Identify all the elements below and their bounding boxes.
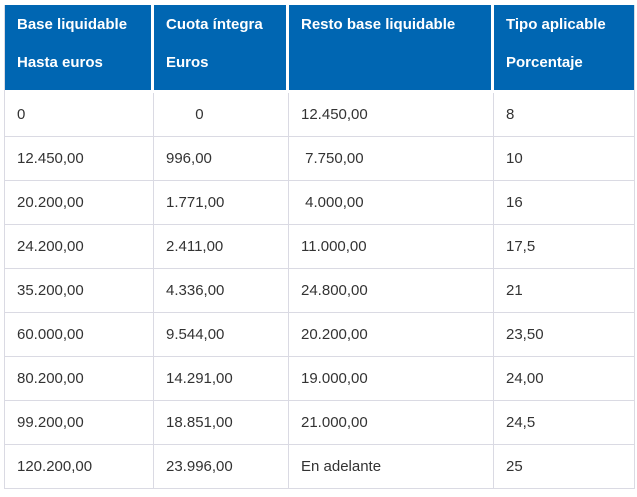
header-line: Hasta euros (17, 54, 103, 71)
cell-base: 60.000,00 (5, 313, 154, 357)
table-row: 120.200,00 23.996,00 En adelante 25 (5, 445, 634, 488)
cell-base: 120.200,00 (5, 445, 154, 488)
header-line: Porcentaje (506, 54, 583, 71)
cell-base: 12.450,00 (5, 137, 154, 181)
cell-cuota: 1.771,00 (154, 181, 289, 225)
cell-tipo: 8 (494, 93, 634, 137)
header-line: Euros (166, 54, 209, 71)
header-cuota-integra: Cuota íntegra Euros (154, 5, 289, 93)
cell-cuota: 18.851,00 (154, 401, 289, 445)
cell-base: 24.200,00 (5, 225, 154, 269)
cell-cuota: 996,00 (154, 137, 289, 181)
header-line: Base liquidable (17, 16, 128, 33)
table-row: 35.200,00 4.336,00 24.800,00 21 (5, 269, 634, 313)
table-row: 20.200,00 1.771,00 4.000,00 16 (5, 181, 634, 225)
cell-cuota: 14.291,00 (154, 357, 289, 401)
table-row: 60.000,00 9.544,00 20.200,00 23,50 (5, 313, 634, 357)
table-row: 99.200,00 18.851,00 21.000,00 24,5 (5, 401, 634, 445)
cell-resto: 4.000,00 (289, 181, 494, 225)
cell-tipo: 24,5 (494, 401, 634, 445)
table-body: 0 0 12.450,00 8 12.450,00 996,00 7.750,0… (5, 93, 634, 488)
cell-tipo: 23,50 (494, 313, 634, 357)
header-line: Resto base liquidable (301, 16, 456, 33)
cell-base: 99.200,00 (5, 401, 154, 445)
cell-tipo: 17,5 (494, 225, 634, 269)
cell-tipo: 25 (494, 445, 634, 488)
table-row: 80.200,00 14.291,00 19.000,00 24,00 (5, 357, 634, 401)
cell-tipo: 16 (494, 181, 634, 225)
cell-resto: 20.200,00 (289, 313, 494, 357)
cell-base: 80.200,00 (5, 357, 154, 401)
table-row: 24.200,00 2.411,00 11.000,00 17,5 (5, 225, 634, 269)
table-row: 12.450,00 996,00 7.750,00 10 (5, 137, 634, 181)
header-tipo-aplicable: Tipo aplicable Porcentaje (494, 5, 634, 93)
cell-tipo: 10 (494, 137, 634, 181)
cell-resto: 11.000,00 (289, 225, 494, 269)
cell-base: 0 (5, 93, 154, 137)
header-line: Tipo aplicable (506, 16, 606, 33)
cell-resto: 19.000,00 (289, 357, 494, 401)
cell-resto: En adelante (289, 445, 494, 488)
cell-cuota: 4.336,00 (154, 269, 289, 313)
header-line: Cuota íntegra (166, 16, 263, 33)
cell-tipo: 21 (494, 269, 634, 313)
cell-cuota: 23.996,00 (154, 445, 289, 488)
cell-cuota: 2.411,00 (154, 225, 289, 269)
cell-base: 20.200,00 (5, 181, 154, 225)
table-row: 0 0 12.450,00 8 (5, 93, 634, 137)
tax-bracket-table: Base liquidable Hasta euros Cuota íntegr… (4, 5, 635, 489)
cell-tipo: 24,00 (494, 357, 634, 401)
header-resto-base-liquidable: Resto base liquidable (289, 5, 494, 93)
table-header: Base liquidable Hasta euros Cuota íntegr… (5, 5, 634, 93)
cell-base: 35.200,00 (5, 269, 154, 313)
cell-resto: 7.750,00 (289, 137, 494, 181)
cell-resto: 24.800,00 (289, 269, 494, 313)
cell-cuota: 0 (154, 93, 289, 137)
header-base-liquidable: Base liquidable Hasta euros (5, 5, 154, 93)
header-row: Base liquidable Hasta euros Cuota íntegr… (5, 5, 634, 93)
cell-resto: 12.450,00 (289, 93, 494, 137)
cell-resto: 21.000,00 (289, 401, 494, 445)
cell-cuota: 9.544,00 (154, 313, 289, 357)
